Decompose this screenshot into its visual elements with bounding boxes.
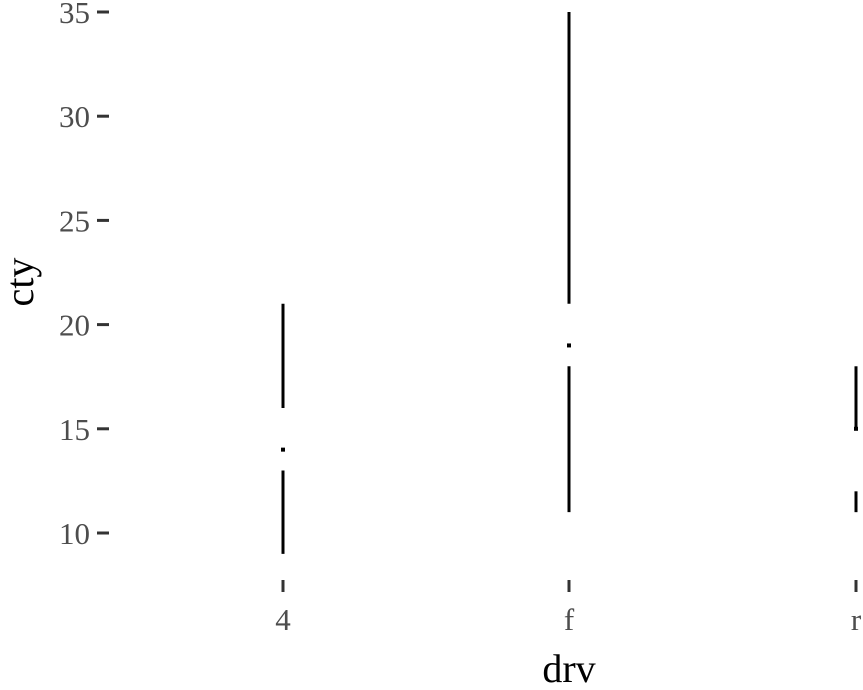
y-tick-label-15: 15 xyxy=(59,412,90,447)
median-point-4 xyxy=(281,447,285,452)
x-tick-label-f: f xyxy=(564,602,575,637)
boxplot-4 xyxy=(281,303,285,554)
y-tick-label-35: 35 xyxy=(59,0,90,30)
y-axis-title: cty xyxy=(0,258,42,307)
y-tick-label-20: 20 xyxy=(59,308,90,343)
boxplot-r xyxy=(854,366,858,513)
y-tick-label-25: 25 xyxy=(59,203,90,238)
x-tick-label-4: 4 xyxy=(275,602,291,637)
x-tick-label-r: r xyxy=(851,602,862,637)
median-point-r xyxy=(854,426,858,431)
y-axis: 10 15 20 25 30 35 xyxy=(59,0,109,551)
x-axis-title: drv xyxy=(542,646,595,685)
y-tick-label-30: 30 xyxy=(59,99,90,134)
y-tick-label-10: 10 xyxy=(59,516,90,551)
boxplot-f xyxy=(567,12,571,513)
plot-marks xyxy=(281,12,858,554)
x-axis: 4 f r xyxy=(275,580,862,637)
median-point-f xyxy=(567,343,571,348)
